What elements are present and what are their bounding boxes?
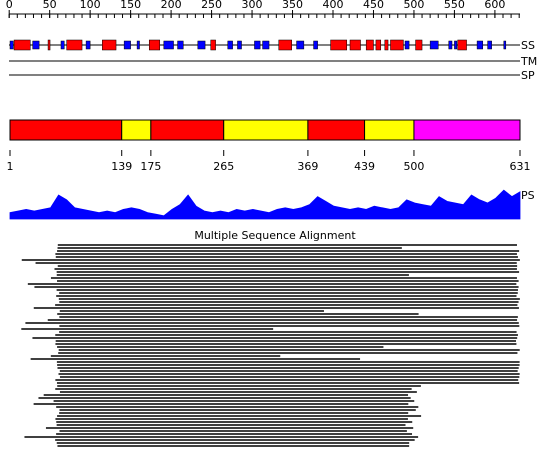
helix [278,39,292,51]
strand [85,40,91,50]
ruler-tick-label: 300 [242,0,263,11]
boundary-label: 1 [7,160,14,173]
track-label: SP [521,69,535,82]
ruler-tick-label: 500 [403,0,424,11]
strand [404,40,410,50]
ps-profile [9,189,521,220]
ruler-tick-label: 350 [282,0,303,11]
ruler-tick-label: 100 [80,0,101,11]
domain [307,119,366,141]
strand [429,40,439,50]
strand [454,40,458,50]
ruler-tick-label: 600 [484,0,505,11]
helix [330,39,348,51]
ruler-tick-label: 0 [6,0,13,11]
ruler-tick-label: 250 [201,0,222,11]
helix [13,39,31,51]
strand [487,40,492,50]
helix [210,39,216,51]
domain [9,119,123,141]
strand [227,40,233,50]
helix [384,39,389,51]
strand [32,40,40,50]
domain [121,119,152,141]
ruler-tick-label: 450 [363,0,384,11]
strand [476,40,484,50]
strand [313,40,318,50]
helix [102,39,117,51]
strand [237,40,242,50]
ruler-tick-label: 550 [444,0,465,11]
boundary-label: 175 [140,160,161,173]
strand [254,40,261,50]
helix [148,39,161,51]
strand [163,40,174,50]
strand [123,40,131,50]
helix [375,39,382,51]
domain [223,119,309,141]
boundary-label: 369 [297,160,318,173]
helix [415,39,423,51]
helix [365,39,374,51]
strand [262,40,270,50]
strand [197,40,206,50]
strand [448,40,453,50]
ruler-tick-label: 200 [161,0,182,11]
ruler-tick-label: 150 [120,0,141,11]
strand [503,40,507,50]
helix [66,39,83,51]
domain [150,119,225,141]
strand [60,40,65,50]
helix [457,39,467,51]
boundary-label: 500 [403,160,424,173]
strand [9,40,14,50]
helix [349,39,361,51]
msa-title: Multiple Sequence Alignment [194,229,356,242]
strand [177,40,184,50]
strand [296,40,305,50]
boundary-label: 631 [510,160,531,173]
helix [390,39,404,51]
helix [47,39,51,51]
ruler-tick-label: 50 [43,0,57,11]
boundary-label: 139 [111,160,132,173]
track-label: PS [521,189,535,202]
strand [136,40,140,50]
domain [413,119,521,141]
boundary-label: 439 [354,160,375,173]
boundary-label: 265 [213,160,234,173]
track-label: SS [521,39,535,52]
track-label: TM [520,55,537,68]
ruler-tick-label: 400 [323,0,344,11]
domain [364,119,415,141]
